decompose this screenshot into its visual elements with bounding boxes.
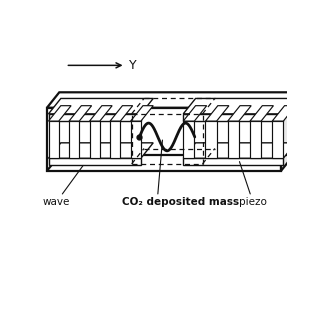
Polygon shape xyxy=(49,158,141,165)
Polygon shape xyxy=(281,92,293,171)
Polygon shape xyxy=(183,114,283,121)
Polygon shape xyxy=(49,106,71,121)
Text: CO₂ deposited mass: CO₂ deposited mass xyxy=(122,197,239,207)
Polygon shape xyxy=(90,121,100,158)
Polygon shape xyxy=(183,143,296,158)
Polygon shape xyxy=(250,106,273,121)
Text: Y: Y xyxy=(129,59,137,72)
Polygon shape xyxy=(272,121,283,158)
Polygon shape xyxy=(47,108,281,171)
Polygon shape xyxy=(205,106,229,121)
Polygon shape xyxy=(110,106,133,121)
Polygon shape xyxy=(228,106,251,121)
Polygon shape xyxy=(131,121,141,158)
Polygon shape xyxy=(47,92,293,108)
Polygon shape xyxy=(49,114,141,121)
Polygon shape xyxy=(49,99,153,114)
Polygon shape xyxy=(183,121,194,158)
Polygon shape xyxy=(49,121,59,158)
Polygon shape xyxy=(49,143,153,158)
Text: piezo: piezo xyxy=(239,197,267,207)
Polygon shape xyxy=(90,106,112,121)
Polygon shape xyxy=(183,158,283,165)
Polygon shape xyxy=(183,106,207,121)
Polygon shape xyxy=(110,121,120,158)
Polygon shape xyxy=(250,121,261,158)
Polygon shape xyxy=(183,99,296,114)
Text: wave: wave xyxy=(42,197,70,207)
Polygon shape xyxy=(228,121,239,158)
Polygon shape xyxy=(69,121,79,158)
Polygon shape xyxy=(69,106,92,121)
Polygon shape xyxy=(272,106,296,121)
Polygon shape xyxy=(131,106,153,121)
Polygon shape xyxy=(205,121,217,158)
